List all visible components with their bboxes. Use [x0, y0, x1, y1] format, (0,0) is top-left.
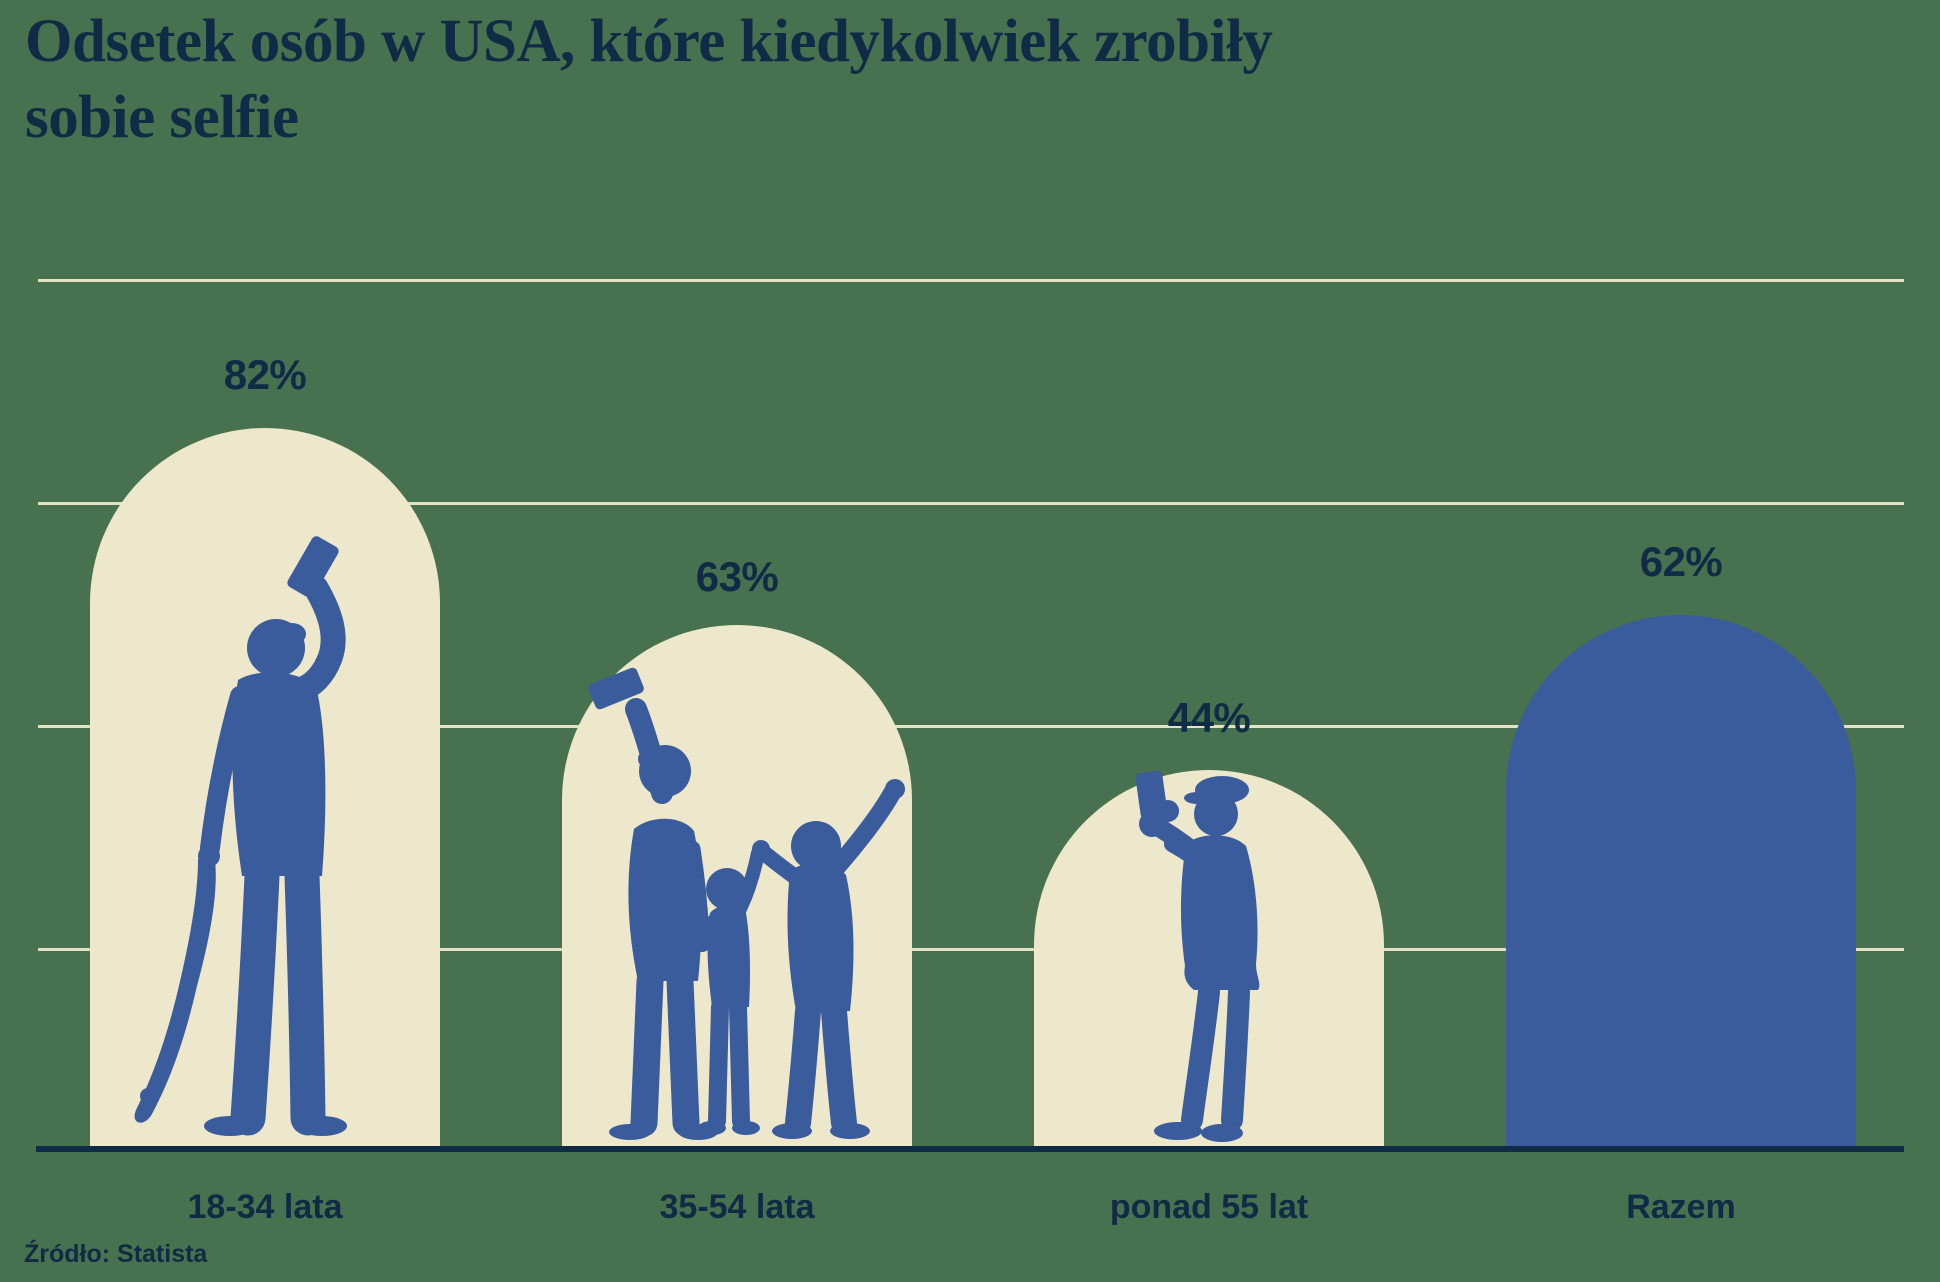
category-label-ponad-55: ponad 55 lat: [1109, 1188, 1309, 1226]
child-shoe: [732, 1121, 760, 1135]
right-leg: [284, 858, 326, 1136]
value-label-ponad-55: 44%: [1167, 694, 1251, 741]
phone-icon: [287, 536, 339, 598]
teen-shoe: [830, 1123, 870, 1139]
bar-razem: [1506, 615, 1856, 1147]
child-raised-arm: [731, 846, 765, 920]
torso-jacket: [1180, 835, 1260, 990]
hanging-arm: [200, 686, 250, 858]
family-silhouette: [588, 667, 905, 1140]
value-label-18-34: 82%: [223, 351, 307, 398]
parent-torso: [628, 818, 702, 981]
teen-left-leg: [785, 998, 821, 1136]
teen-right-leg: [821, 998, 857, 1136]
hand: [1157, 800, 1179, 822]
left-shoe: [204, 1116, 256, 1136]
chart-title-line2: sobie selfie: [25, 84, 299, 151]
left-leg: [1181, 981, 1220, 1131]
face: [278, 623, 306, 645]
phone-icon: [588, 667, 644, 710]
teen-shoe: [772, 1123, 812, 1139]
gridline-25: [38, 948, 1904, 951]
child-shoe: [698, 1121, 726, 1135]
source-note: Źródło: Statista: [24, 1240, 208, 1268]
parent-arm-holding-hand: [683, 840, 710, 946]
raised-arm: [287, 575, 346, 703]
teen-head: [791, 821, 841, 871]
child-torso: [707, 905, 750, 1007]
teen-hand: [885, 779, 905, 799]
skateboard: [134, 847, 216, 1123]
gridline-50: [38, 725, 1904, 728]
left-leg: [230, 858, 280, 1136]
value-label-razem: 62%: [1639, 538, 1723, 585]
chart-title-line1: Odsetek osób w USA, które kiedykolwiek z…: [25, 8, 1273, 75]
child-right-leg: [729, 998, 750, 1130]
teen-raised-arm: [821, 784, 901, 884]
teen-torso: [787, 863, 854, 1011]
right-leg: [1221, 981, 1250, 1131]
parent-shoe: [609, 1124, 651, 1140]
cap-brim: [1184, 792, 1210, 804]
category-label-35-54: 35-54 lata: [659, 1188, 815, 1226]
gridline-100: [38, 279, 1904, 282]
torso: [232, 672, 326, 876]
teen-arm-to-child: [756, 845, 806, 887]
skateboard-wheel: [158, 1054, 174, 1070]
right-shoe: [1201, 1124, 1243, 1142]
child-arm-down: [696, 913, 721, 949]
skateboard-wheel: [140, 1088, 156, 1104]
parent-left-leg: [630, 967, 664, 1137]
value-label-35-54: 63%: [695, 553, 779, 600]
parent-face: [638, 748, 664, 770]
child-left-leg: [708, 998, 729, 1130]
gridline-75: [38, 502, 1904, 505]
category-label-18-34: 18-34 lata: [187, 1188, 343, 1226]
left-shoe: [1154, 1122, 1202, 1140]
parent-right-leg: [666, 967, 700, 1137]
senior-selfie-silhouette: [1135, 770, 1260, 1142]
category-label-razem: Razem: [1626, 1188, 1736, 1226]
selfie-skater-silhouette: [134, 536, 347, 1136]
right-shoe: [297, 1116, 347, 1136]
chart-title: Odsetek osób w USA, które kiedykolwiek z…: [25, 4, 1273, 156]
x-axis-line: [36, 1146, 1904, 1152]
